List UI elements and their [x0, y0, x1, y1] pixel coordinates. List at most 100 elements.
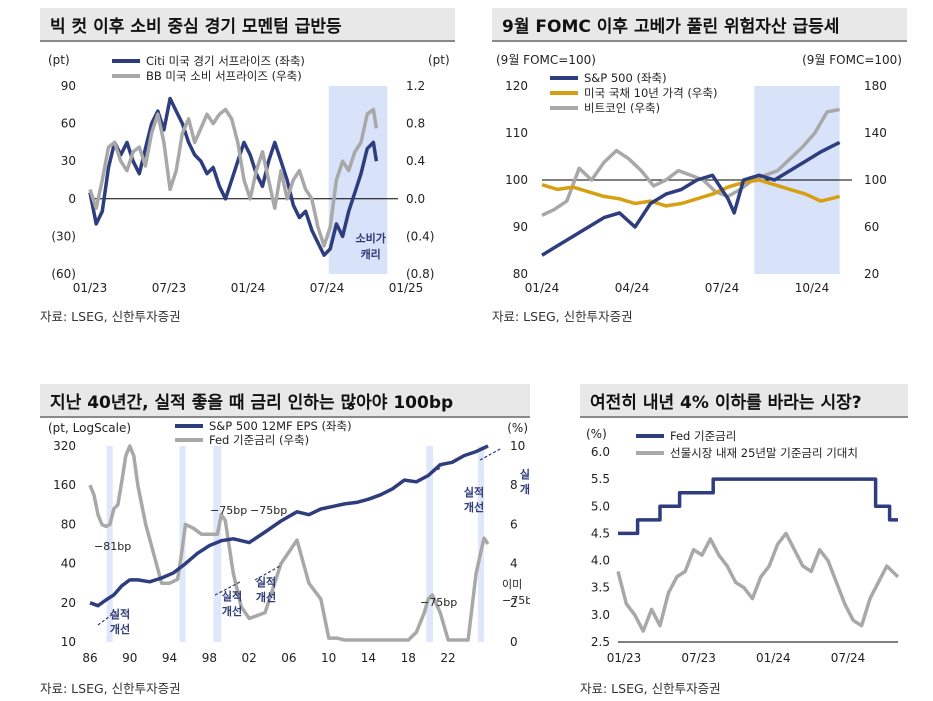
rate-cut-period: [426, 446, 434, 642]
x-axis-tick: 01/23: [73, 281, 108, 295]
panel-consumption-momentum: 빅 컷 이후 소비 중심 경기 모멘텀 급반등 (pt) (pt) 90 60 30 0 (…: [40, 8, 455, 328]
improvement-label: 개선: [110, 622, 130, 636]
left-axis-tick: 5.5: [591, 472, 610, 486]
left-axis-tick: 320: [53, 439, 76, 453]
series-line-ust10y: [541, 178, 841, 208]
left-axis-tick: 90: [61, 79, 76, 93]
left-axis-tick: 80: [513, 267, 528, 281]
x-axis-tick: 14: [361, 651, 376, 665]
series-line-citi: [88, 96, 379, 257]
right-axis-tick: 6: [510, 517, 518, 531]
right-axis-tick: 8: [510, 478, 518, 492]
chart-risk-assets: (9월 FOMC=100) (9월 FOMC=100) 120 110 100 90 80 1…: [496, 53, 902, 295]
left-axis-tick: 160: [53, 478, 76, 492]
legend-sp500-label: S&P 500 (좌축): [584, 71, 667, 85]
left-axis-tick: 3.5: [591, 581, 610, 595]
x-axis-tick: 94: [162, 651, 177, 665]
left-axis-tick: 2.5: [591, 635, 610, 649]
trend-arrow: [419, 466, 443, 481]
right-axis-tick: 140: [864, 126, 887, 140]
improvement-label: 개선: [256, 590, 276, 604]
rate-cut-label: −75bp: [250, 504, 287, 517]
chart-rate-cuts-40y: (pt, LogScale) (%)32016080402010108642086…: [48, 420, 530, 665]
improvement-label: 실적: [222, 589, 242, 603]
right-axis-tick: 0.0: [406, 192, 425, 206]
series-line-fed-rate: [88, 444, 490, 642]
left-axis-tick: 60: [61, 117, 76, 131]
panel-title: 빅 컷 이후 소비 중심 경기 모멘텀 급반등: [40, 8, 455, 42]
right-axis-unit: (pt): [428, 53, 450, 67]
x-axis-tick: 07/24: [831, 651, 866, 665]
right-axis-tick: 100: [864, 173, 887, 187]
left-axis-tick: 10: [61, 635, 76, 649]
x-axis-tick: 04/24: [615, 281, 650, 295]
left-axis-tick: 20: [61, 596, 76, 610]
right-axis-tick: 2: [510, 596, 518, 610]
legend-bitcoin-label: 비트코인 (우축): [584, 101, 660, 115]
right-axis-tick: 60: [864, 220, 879, 234]
improvement-label: 실적: [110, 607, 130, 621]
right-axis-tick: 1.2: [406, 79, 425, 93]
right-axis-tick: (0.8): [406, 267, 434, 281]
left-axis-tick: 40: [61, 557, 76, 571]
improvement-label: 개선: [520, 482, 530, 496]
rate-cut-label: −81bp: [94, 540, 131, 553]
left-axis-tick: (30): [51, 229, 76, 243]
right-axis-unit: (%): [507, 421, 528, 435]
x-axis-tick: 90: [122, 651, 137, 665]
left-axis-tick: 90: [513, 220, 528, 234]
legend-bb-label: BB 미국 소비 서프라이즈 (우축): [146, 69, 302, 83]
series-line-sp500: [541, 140, 841, 257]
panel-risk-assets: 9월 FOMC 이후 고베가 풀린 위험자산 급등세 (9월 FOMC=100)…: [492, 8, 907, 328]
legend-futures-label: 선물시장 내재 25년말 기준금리 기대치: [670, 446, 858, 460]
source-note: 자료: LSEG, 신한투자증권: [40, 681, 181, 696]
legend-ust10y-label: 미국 국채 10년 가격 (우축): [584, 86, 717, 100]
series-line-bb: [88, 107, 379, 248]
x-axis-tick: 98: [202, 651, 217, 665]
left-axis-tick: (60): [51, 267, 76, 281]
rate-cut-label: −75bp: [420, 596, 457, 609]
series-line-bitcoin: [541, 107, 840, 217]
left-axis-tick: 0: [68, 192, 76, 206]
left-axis-tick: 3.0: [591, 608, 610, 622]
right-axis-tick: 0: [510, 635, 518, 649]
series-line-fed-rate: [618, 477, 898, 536]
right-axis-tick: 180: [864, 79, 887, 93]
source-note: 자료: LSEG, 신한투자증권: [40, 309, 181, 324]
right-axis-tick: (0.4): [406, 229, 434, 243]
rate-cut-period: [106, 446, 113, 642]
left-axis-tick: 80: [61, 517, 76, 531]
improvement-label: 실적: [464, 485, 484, 499]
legend-fed-label: Fed 기준금리 (우축): [209, 433, 309, 447]
panel-rate-cuts-40y: 지난 40년간, 실적 좋을 때 금리 인하는 많아야 100bp (pt, L…: [40, 384, 530, 696]
left-axis-tick: 100: [505, 173, 528, 187]
x-axis-tick: 01/24: [231, 281, 266, 295]
chart-fed-expectations: (%) 6.0 5.5 5.0 4.5 4.0 3.5 3.0 2.5 01/23 07/23 01/…: [586, 427, 900, 665]
left-axis-unit: (pt): [48, 53, 70, 67]
trend-arrow: [479, 447, 503, 461]
x-axis-tick: 22: [440, 651, 455, 665]
x-axis-tick: 07/24: [310, 281, 345, 295]
panel-fed-expectations: 여전히 내년 4% 이하를 바라는 시장? (%) 6.0 5.5 5.0 4.5 4.0…: [580, 384, 908, 696]
x-axis-tick: 10: [321, 651, 336, 665]
annotation-text: 소비가: [356, 231, 386, 245]
left-axis-tick: 4.0: [591, 554, 610, 568]
trend-arrow: [97, 609, 119, 626]
left-axis-unit: (pt, LogScale): [48, 421, 131, 435]
left-axis-unit: (%): [586, 427, 607, 441]
x-axis-tick: 86: [82, 651, 97, 665]
right-axis-tick: 0.4: [406, 154, 425, 168]
x-axis-tick: 18: [401, 651, 416, 665]
left-axis-tick: 4.5: [591, 526, 610, 540]
x-axis-tick: 02: [241, 651, 256, 665]
series-line-futures-implied: [616, 531, 900, 633]
improvement-label: 실적: [520, 467, 530, 481]
panel-title: 지난 40년간, 실적 좋을 때 금리 인하는 많아야 100bp: [40, 384, 530, 418]
legend-eps-label: S&P 500 12MF EPS (좌축): [209, 420, 352, 433]
x-axis-tick: 07/23: [681, 651, 716, 665]
panel-title: 여전히 내년 4% 이하를 바라는 시장?: [580, 384, 908, 418]
left-axis-tick: 110: [505, 126, 528, 140]
annotation-text: 캐리: [361, 247, 381, 261]
x-axis-tick: 10/24: [795, 281, 830, 295]
left-axis-tick: 30: [61, 154, 76, 168]
